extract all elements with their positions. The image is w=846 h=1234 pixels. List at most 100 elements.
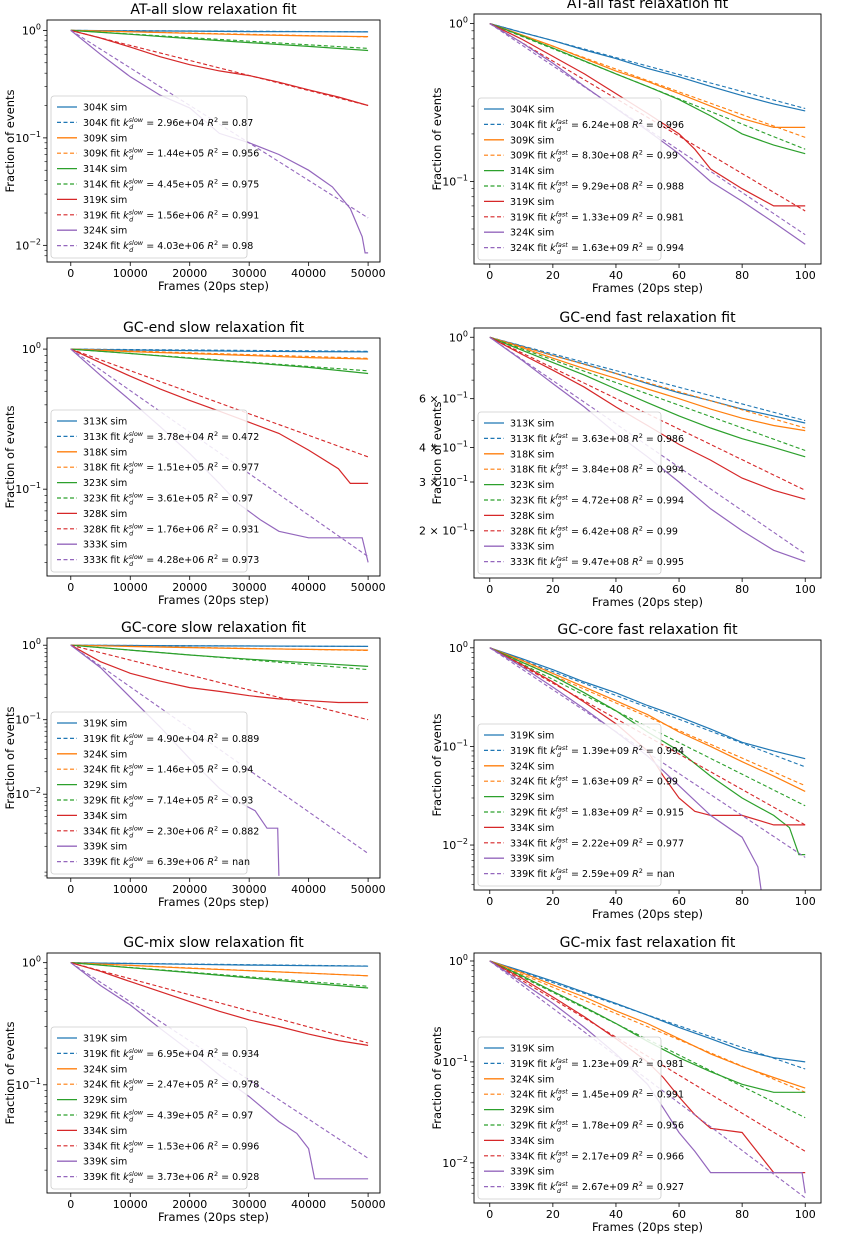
sim-line-319K xyxy=(489,23,806,207)
legend-sim-label: 334K sim xyxy=(83,1126,127,1137)
y-axis-label: Fraction of events xyxy=(3,89,17,192)
fit-line-323K xyxy=(489,336,806,452)
fit-line-313K xyxy=(70,348,369,352)
legend-sim-label: 323K sim xyxy=(83,478,127,489)
y-axis-label: Fraction of events xyxy=(3,706,17,809)
legend-sim-label: 339K sim xyxy=(510,854,554,865)
legend-fit-label: 329K fit kfast d = 1.78e+09 R2 = 0.956 xyxy=(510,1119,684,1134)
x-tick-label: 100 xyxy=(795,1208,816,1221)
legend-sim-label: 324K sim xyxy=(83,226,127,237)
x-tick-label: 20 xyxy=(546,1208,560,1221)
y-tick-label: 100 xyxy=(22,341,41,356)
x-tick-label: 80 xyxy=(735,269,749,282)
x-tick-label: 40 xyxy=(609,895,623,908)
y-tick-label: 10−2 xyxy=(442,837,468,852)
plot-frame xyxy=(46,952,381,1194)
y-tick-label: 10−1 xyxy=(442,738,468,753)
x-tick-label: 50000 xyxy=(351,1198,386,1211)
sim-line-334K xyxy=(70,962,369,1046)
legend-sim-label: 328K sim xyxy=(510,511,554,522)
y-axis-label: Fraction of events xyxy=(3,405,17,508)
legend-sim-label: 324K sim xyxy=(510,761,554,772)
chart-title: GC-core slow relaxation fit xyxy=(121,620,307,636)
legend-fit-label: 329K fit kslow d = 4.39e+05 R2 = 0.97 xyxy=(83,1109,253,1124)
legend-fit-label: 309K fit kfast d = 8.30e+08 R2 = 0.99 xyxy=(510,149,678,164)
legend: 304K sim 304K fit kfast d = 6.24e+08 R2 = … xyxy=(477,97,684,261)
x-tick-label: 0 xyxy=(486,1208,493,1221)
x-tick-label: 10000 xyxy=(113,267,148,280)
legend-fit-label: 309K fit kslow d = 1.44e+05 R2 = 0.956 xyxy=(83,147,259,162)
fit-line-334K xyxy=(489,647,806,826)
y-tick-label: 100 xyxy=(449,16,468,31)
legend: 313K sim 313K fit kslow d = 3.78e+04 R2 = … xyxy=(50,409,259,573)
sim-line-318K xyxy=(70,348,369,360)
x-tick-label: 50000 xyxy=(351,267,386,280)
legend-box xyxy=(50,1026,248,1190)
x-tick-label: 80 xyxy=(735,583,749,596)
x-tick-label: 30000 xyxy=(232,581,267,594)
fit-line-309K xyxy=(70,29,369,38)
y-tick-label: 2 × 10−1 xyxy=(419,523,468,538)
legend-sim-label: 319K sim xyxy=(510,197,554,208)
legend: 313K sim 313K fit kfast d = 3.63e+08 R2 = … xyxy=(477,411,684,575)
fit-line-328K xyxy=(70,348,369,458)
legend-sim-label: 333K sim xyxy=(510,542,554,553)
legend-sim-label: 323K sim xyxy=(510,480,554,491)
y-tick-label: 10−1 xyxy=(15,1077,41,1092)
x-tick-label: 20 xyxy=(546,583,560,596)
y-tick-label: 4 × 10−1 xyxy=(419,439,468,454)
fit-line-334K xyxy=(70,962,369,1044)
chart-panel-1: AT-all slow relaxation fit Frames (20ps s… xyxy=(3,2,386,293)
x-tick-label: 60 xyxy=(672,1208,686,1221)
x-tick-label: 20 xyxy=(546,269,560,282)
legend-fit-label: 329K fit kslow d = 7.14e+05 R2 = 0.93 xyxy=(83,794,253,809)
legend-sim-label: 334K sim xyxy=(510,823,554,834)
x-tick-label: 20000 xyxy=(172,581,207,594)
legend-sim-label: 319K sim xyxy=(83,719,127,730)
x-axis-label: Frames (20ps step) xyxy=(158,895,269,909)
y-tick-label: 10−2 xyxy=(15,786,41,801)
legend-sim-label: 314K sim xyxy=(83,164,127,175)
chart-title: AT-all slow relaxation fit xyxy=(130,2,297,18)
fit-line-323K xyxy=(70,348,369,372)
legend-fit-label: 319K fit kslow d = 1.56e+06 R2 = 0.991 xyxy=(83,208,259,223)
legend-sim-label: 339K sim xyxy=(83,842,127,853)
y-axis-label: Fraction of events xyxy=(430,1026,444,1129)
legend-fit-label: 319K fit kfast d = 1.33e+09 R2 = 0.981 xyxy=(510,210,684,225)
chart-title: GC-mix fast relaxation fit xyxy=(560,935,736,951)
legend-fit-label: 324K fit kslow d = 1.46e+05 R2 = 0.94 xyxy=(83,763,253,778)
y-tick-label: 100 xyxy=(449,329,468,344)
legend-sim-label: 319K sim xyxy=(510,1044,554,1055)
x-tick-label: 100 xyxy=(795,269,816,282)
legend: 319K sim 319K fit kslow d = 4.90e+04 R2 = … xyxy=(50,711,259,875)
x-tick-label: 0 xyxy=(486,895,493,908)
fit-line-313K xyxy=(489,336,806,422)
x-tick-label: 60 xyxy=(672,583,686,596)
legend-sim-label: 334K sim xyxy=(510,1136,554,1147)
legend-sim-label: 309K sim xyxy=(83,133,127,144)
legend-fit-label: 328K fit kslow d = 1.76e+06 R2 = 0.931 xyxy=(83,522,259,537)
x-axis-label: Frames (20ps step) xyxy=(592,595,703,609)
x-tick-label: 40 xyxy=(609,269,623,282)
x-axis-label: Frames (20ps step) xyxy=(592,281,703,295)
legend-sim-label: 324K sim xyxy=(83,1064,127,1075)
legend-sim-label: 313K sim xyxy=(510,419,554,430)
fit-line-318K xyxy=(489,336,806,429)
sim-line-319K xyxy=(489,647,806,760)
x-tick-label: 80 xyxy=(735,1208,749,1221)
chart-title: GC-mix slow relaxation fit xyxy=(123,935,304,951)
legend-sim-label: 339K sim xyxy=(83,1157,127,1168)
x-tick-label: 0 xyxy=(486,269,493,282)
fit-line-339K xyxy=(70,644,369,854)
legend-fit-label: 333K fit kslow d = 4.28e+06 R2 = 0.973 xyxy=(83,553,259,568)
legend-box xyxy=(477,411,662,575)
x-tick-label: 20000 xyxy=(172,267,207,280)
legend-fit-label: 314K fit kslow d = 4.45e+05 R2 = 0.975 xyxy=(83,178,259,193)
fit-line-324K xyxy=(489,647,806,787)
y-tick-label: 10−1 xyxy=(442,1054,468,1069)
legend-fit-label: 324K fit kfast d = 1.63e+09 R2 = 0.99 xyxy=(510,775,678,790)
fit-line-329K xyxy=(70,962,369,987)
fit-line-324K xyxy=(489,960,806,1093)
y-tick-label: 100 xyxy=(22,637,41,652)
legend-fit-label: 339K fit kslow d = 3.73e+06 R2 = 0.928 xyxy=(83,1170,259,1185)
